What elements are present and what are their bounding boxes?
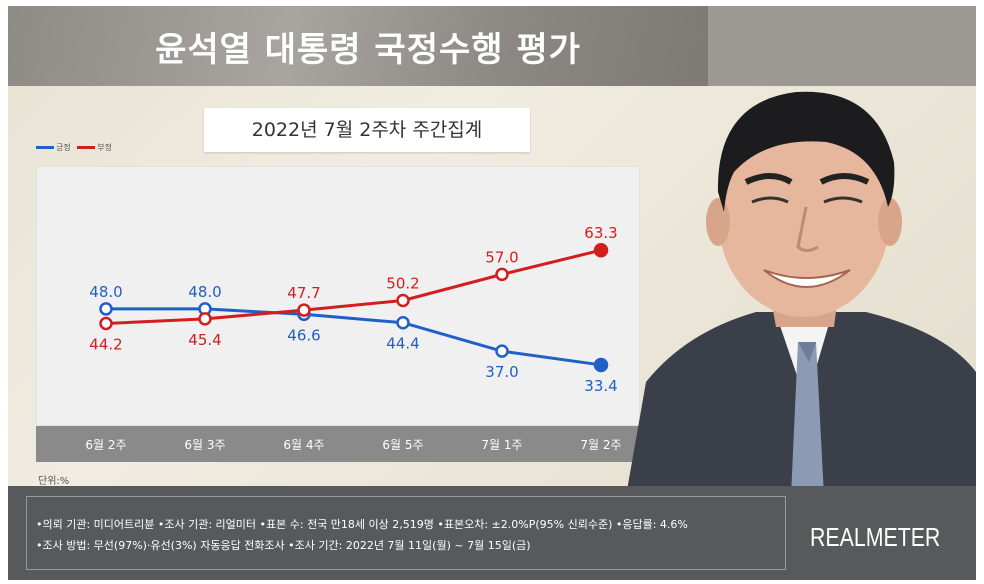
data-label: 46.6 (287, 326, 320, 344)
data-label: 45.4 (188, 331, 221, 349)
legend-label-negative: 부정 (97, 143, 113, 152)
x-tick-label: 7월 1주 (481, 438, 522, 452)
unit-label: 단위:% (38, 476, 70, 487)
data-point (198, 312, 212, 326)
chart-legend: 긍정 부정 (36, 142, 112, 153)
data-label: 48.0 (188, 283, 221, 301)
data-label: 37.0 (485, 363, 518, 381)
data-point (99, 316, 113, 331)
page-title: 윤석열 대통령 국정수행 평가 (155, 30, 581, 70)
x-tick-label: 6월 3주 (184, 438, 225, 452)
data-point (99, 302, 113, 316)
survey-note-line-1: •의뢰 기관: 미디어트리뷴 •조사 기관: 리얼미터 •표본 수: 전국 만1… (36, 518, 688, 531)
data-point (495, 344, 509, 358)
data-point (297, 303, 311, 317)
data-point (396, 315, 410, 330)
data-point (593, 242, 609, 258)
legend-label-positive: 긍정 (56, 143, 71, 152)
realmeter-logo: REALMETER (810, 522, 941, 552)
poll-card: 윤석열 대통령 국정수행 평가 2022년 7월 2주차 주간집계 긍정 부정 … (8, 6, 976, 580)
survey-note-line-2: •조사 방법: 무선(97%)·유선(3%) 자동응답 전화조사 •조사 기간:… (36, 539, 531, 552)
plot-area (36, 166, 640, 426)
data-point (495, 267, 509, 282)
series-line-negative (105, 248, 602, 326)
legend-swatch-positive (36, 146, 54, 149)
data-label: 50.2 (386, 274, 419, 292)
survey-notes-box (26, 496, 786, 570)
data-point (396, 293, 410, 308)
x-axis-band (36, 426, 640, 462)
person-photo (626, 42, 976, 496)
x-tick-label: 6월 2주 (85, 438, 126, 452)
title-band-right (708, 6, 976, 86)
chart-subtitle: 2022년 7월 2주차 주간집계 (204, 108, 530, 152)
x-tick-label: 6월 4주 (283, 438, 324, 452)
series-line-positive (106, 307, 602, 367)
x-tick-label: 6월 5주 (382, 438, 423, 452)
data-label: 48.0 (89, 283, 122, 301)
data-point (593, 357, 609, 373)
title-band (8, 6, 708, 86)
survey-footer: •의뢰 기관: 미디어트리뷴 •조사 기관: 리얼미터 •표본 수: 전국 만1… (8, 486, 976, 580)
data-label: 44.2 (89, 336, 122, 354)
data-label: 57.0 (485, 248, 518, 266)
data-label: 33.4 (584, 377, 617, 395)
data-label: 63.3 (584, 224, 617, 242)
data-label: 47.7 (287, 284, 320, 302)
data-label: 44.4 (386, 335, 419, 353)
legend-swatch-negative (77, 146, 96, 149)
line-chart: 6월 2주 6월 3주 6월 4주 6월 5주 7월 1주 7월 2주 48.0 48.0 46… (85, 224, 621, 452)
x-tick-label: 7월 2주 (580, 438, 621, 452)
